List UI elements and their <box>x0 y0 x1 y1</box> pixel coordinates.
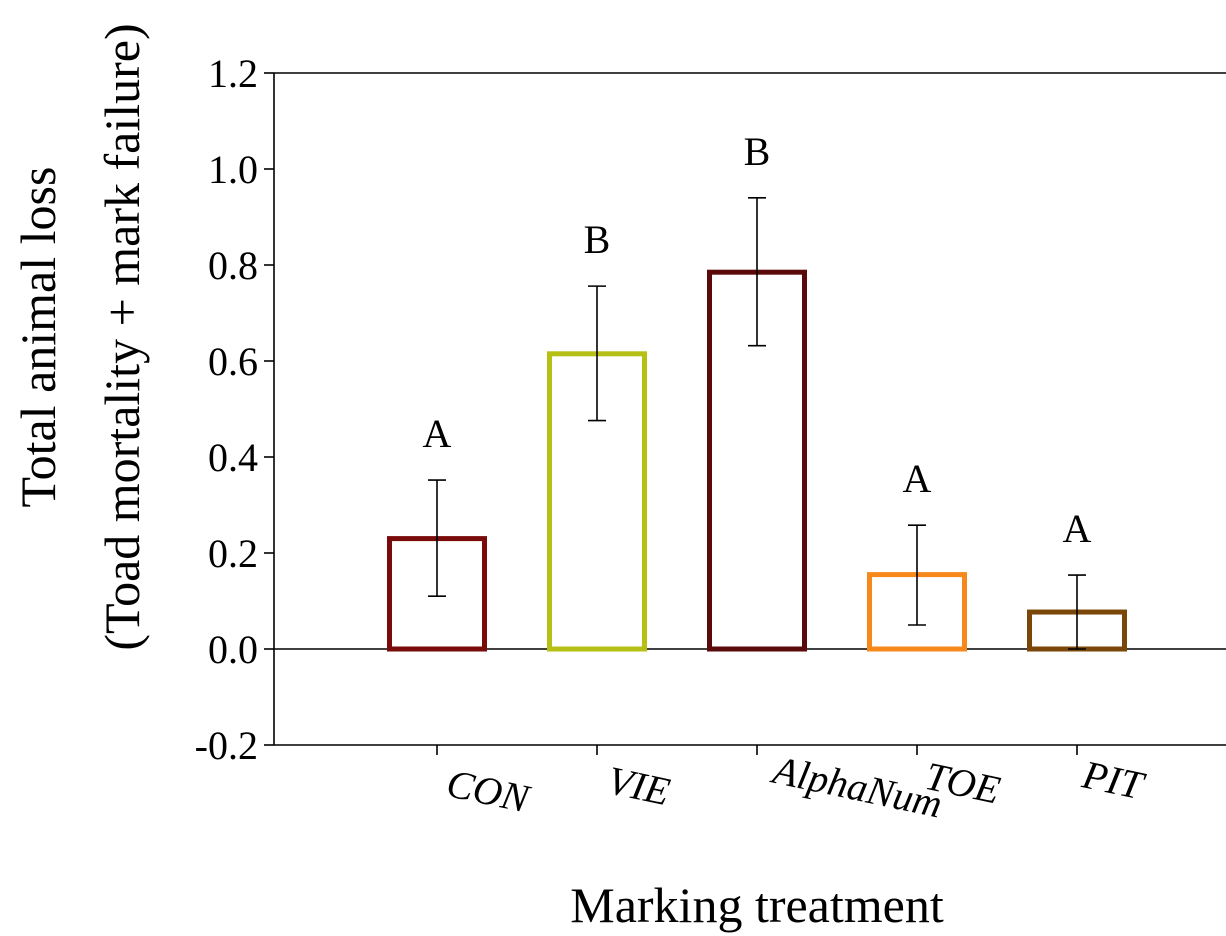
x-tick-label: AlphaNum <box>767 746 947 826</box>
y-tick-label: 0.4 <box>208 435 258 480</box>
x-tick-label: PIT <box>1078 751 1150 808</box>
y-axis-title-line2: (Toad mortality + mark failure) <box>94 23 150 650</box>
y-tick-label: 1.2 <box>208 51 258 96</box>
y-tick-label: 0.6 <box>208 339 258 384</box>
y-tick-label: 0.2 <box>208 531 258 576</box>
significance-labels: A B B A A <box>423 129 1092 551</box>
y-tick-label: -0.2 <box>195 723 258 768</box>
x-tick-label: VIE <box>604 757 674 814</box>
significance-label: B <box>584 217 611 262</box>
significance-label: A <box>903 456 932 501</box>
y-tick-label: 0.8 <box>208 243 258 288</box>
error-bars <box>428 197 1086 650</box>
x-axis-title: Marking treatment <box>570 877 944 933</box>
significance-label: A <box>1063 506 1092 551</box>
y-tick-label: 1.0 <box>208 147 258 192</box>
y-axis-title-line1: Total animal loss <box>10 167 66 508</box>
significance-label: B <box>744 129 771 174</box>
x-tick-label: CON <box>443 760 535 822</box>
y-tick-label: 0.0 <box>208 627 258 672</box>
significance-label: A <box>423 411 452 456</box>
y-axis: -0.2 0.0 0.2 0.4 0.6 0.8 1.0 1.2 <box>195 51 274 768</box>
